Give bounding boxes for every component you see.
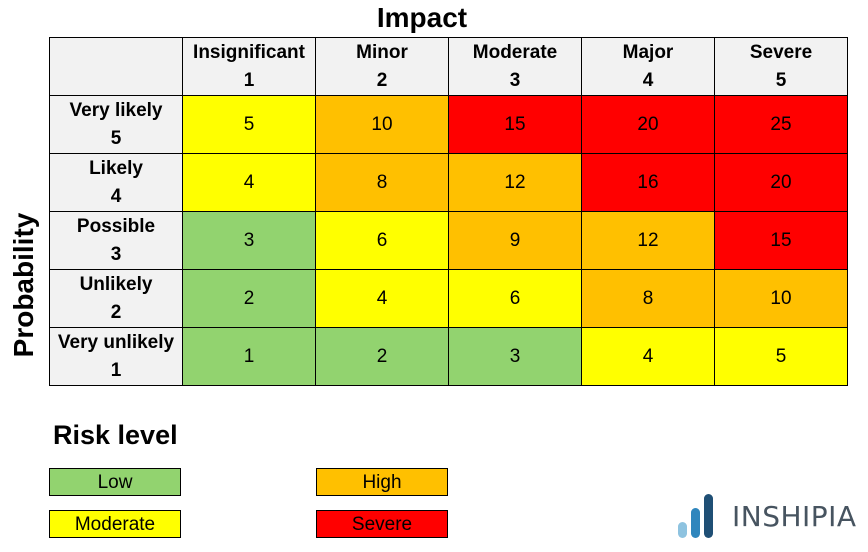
probability-row: Unlikely 2 2 4 6 8 10 bbox=[49, 269, 848, 328]
risk-score-cell: 1 bbox=[182, 327, 316, 386]
legend-title: Risk level bbox=[53, 420, 178, 450]
risk-score-cell: 2 bbox=[315, 327, 449, 386]
risk-score-cell: 6 bbox=[315, 211, 449, 270]
risk-score-cell: 12 bbox=[581, 211, 715, 270]
risk-score-cell: 2 bbox=[182, 269, 316, 328]
impact-axis-title: Impact bbox=[376, 2, 468, 33]
legend-moderate: Moderate bbox=[49, 510, 181, 538]
probability-header: Very unlikely 1 bbox=[49, 327, 183, 386]
risk-score-cell: 15 bbox=[714, 211, 848, 270]
probability-row: Very unlikely 1 1 2 3 4 5 bbox=[49, 327, 848, 386]
risk-score-cell: 20 bbox=[714, 153, 848, 212]
legend-high: High bbox=[316, 468, 448, 496]
brand-name: INSHIPIA bbox=[732, 500, 857, 533]
risk-score-cell: 5 bbox=[182, 95, 316, 154]
risk-score-cell: 4 bbox=[581, 327, 715, 386]
logo-bar-mid bbox=[691, 508, 700, 538]
impact-header-major: Major 4 bbox=[581, 37, 715, 96]
risk-score-cell: 10 bbox=[315, 95, 449, 154]
probability-row: Very likely 5 5 10 15 20 25 bbox=[49, 95, 848, 154]
probability-header: Very likely 5 bbox=[49, 95, 183, 154]
impact-header-severe: Severe 5 bbox=[714, 37, 848, 96]
probability-row: Possible 3 3 6 9 12 15 bbox=[49, 211, 848, 270]
risk-matrix-table: Insignificant 1 Minor 2 Moderate 3 Major 4 S… bbox=[49, 37, 848, 386]
risk-score-cell: 4 bbox=[182, 153, 316, 212]
probability-header: Possible 3 bbox=[49, 211, 183, 270]
risk-score-cell: 8 bbox=[581, 269, 715, 328]
risk-score-cell: 4 bbox=[315, 269, 449, 328]
risk-score-cell: 9 bbox=[448, 211, 582, 270]
risk-score-cell: 8 bbox=[315, 153, 449, 212]
risk-score-cell: 5 bbox=[714, 327, 848, 386]
probability-header: Likely 4 bbox=[49, 153, 183, 212]
legend-severe: Severe bbox=[316, 510, 448, 538]
probability-row: Likely 4 4 8 12 16 20 bbox=[49, 153, 848, 212]
logo-bar-short bbox=[678, 522, 687, 538]
impact-header-row: Insignificant 1 Minor 2 Moderate 3 Major 4 S… bbox=[49, 37, 848, 96]
risk-score-cell: 16 bbox=[581, 153, 715, 212]
risk-score-cell: 25 bbox=[714, 95, 848, 154]
risk-score-cell: 20 bbox=[581, 95, 715, 154]
risk-score-cell: 12 bbox=[448, 153, 582, 212]
risk-score-cell: 6 bbox=[448, 269, 582, 328]
probability-header: Unlikely 2 bbox=[49, 269, 183, 328]
impact-header-minor: Minor 2 bbox=[315, 37, 449, 96]
impact-header-insignificant: Insignificant 1 bbox=[182, 37, 316, 96]
impact-header-moderate: Moderate 3 bbox=[448, 37, 582, 96]
risk-score-cell: 10 bbox=[714, 269, 848, 328]
risk-score-cell: 3 bbox=[448, 327, 582, 386]
logo-bar-tall bbox=[704, 494, 713, 538]
risk-score-cell: 3 bbox=[182, 211, 316, 270]
risk-score-cell: 15 bbox=[448, 95, 582, 154]
legend-low: Low bbox=[49, 468, 181, 496]
corner-cell bbox=[49, 37, 183, 96]
probability-axis-title: Probability bbox=[8, 212, 39, 358]
